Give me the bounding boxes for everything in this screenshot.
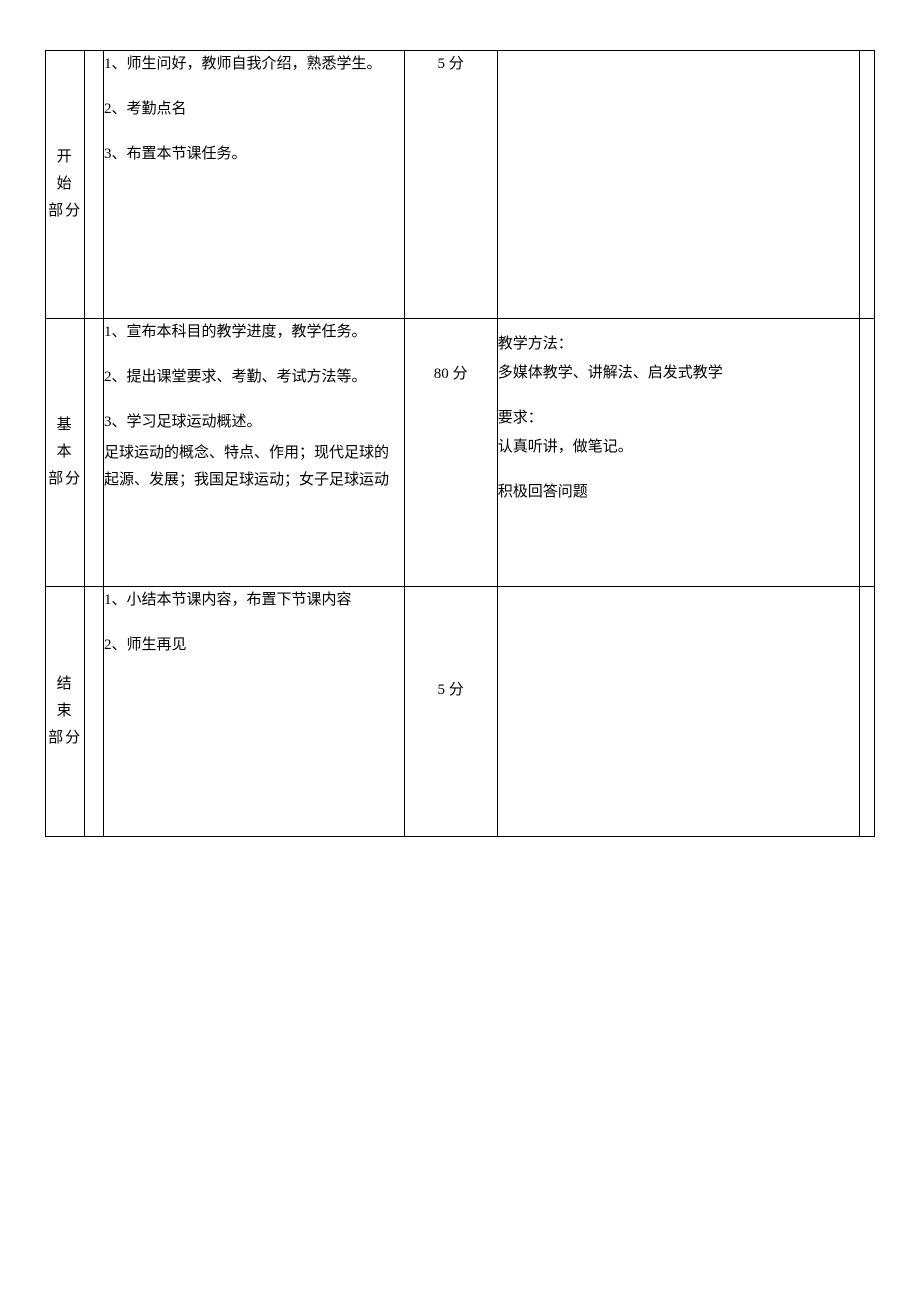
method-title: 要求：	[498, 405, 860, 432]
content-item: 3、学习足球运动概述。	[104, 409, 404, 436]
time-cell: 5 分	[404, 587, 497, 837]
content-item: 1、宣布本科目的教学进度，教学任务。	[104, 319, 404, 346]
time-cell: 80 分	[404, 319, 497, 587]
lesson-plan-table: 开 始 部分 1、师生问好，教师自我介绍，熟悉学生。 2、考勤点名 3、布置本节…	[45, 50, 875, 837]
spacer-cell	[85, 319, 104, 587]
content-cell: 1、宣布本科目的教学进度，教学任务。 2、提出课堂要求、考勤、考试方法等。 3、…	[104, 319, 405, 587]
spacer-cell	[85, 587, 104, 837]
section-label: 基 本 部分	[46, 319, 85, 587]
content-item: 3、布置本节课任务。	[104, 141, 404, 168]
table-row: 基 本 部分 1、宣布本科目的教学进度，教学任务。 2、提出课堂要求、考勤、考试…	[46, 319, 875, 587]
content-cell: 1、小结本节课内容，布置下节课内容 2、师生再见	[104, 587, 405, 837]
method-line: 认真听讲，做笔记。	[498, 434, 860, 461]
spacer-cell	[85, 51, 104, 319]
section-label: 结 束 部分	[46, 587, 85, 837]
method-line: 积极回答问题	[498, 479, 860, 506]
last-cell	[860, 319, 875, 587]
section-label: 开 始 部分	[46, 51, 85, 319]
table-row: 结 束 部分 1、小结本节课内容，布置下节课内容 2、师生再见 5 分	[46, 587, 875, 837]
content-subtext: 足球运动的概念、特点、作用；现代足球的起源、发展；我国足球运动；女子足球运动	[104, 440, 404, 494]
last-cell	[860, 51, 875, 319]
content-item: 2、考勤点名	[104, 96, 404, 123]
content-cell: 1、师生问好，教师自我介绍，熟悉学生。 2、考勤点名 3、布置本节课任务。	[104, 51, 405, 319]
table-row: 开 始 部分 1、师生问好，教师自我介绍，熟悉学生。 2、考勤点名 3、布置本节…	[46, 51, 875, 319]
time-cell: 5 分	[404, 51, 497, 319]
method-line: 多媒体教学、讲解法、启发式教学	[498, 360, 860, 387]
method-cell	[497, 51, 860, 319]
content-item: 2、师生再见	[104, 632, 404, 659]
last-cell	[860, 587, 875, 837]
method-cell: 教学方法： 多媒体教学、讲解法、启发式教学 要求： 认真听讲，做笔记。 积极回答…	[497, 319, 860, 587]
content-item: 1、师生问好，教师自我介绍，熟悉学生。	[104, 51, 404, 78]
content-item: 2、提出课堂要求、考勤、考试方法等。	[104, 364, 404, 391]
content-item: 1、小结本节课内容，布置下节课内容	[104, 587, 404, 614]
method-title: 教学方法：	[498, 331, 860, 358]
method-cell	[497, 587, 860, 837]
